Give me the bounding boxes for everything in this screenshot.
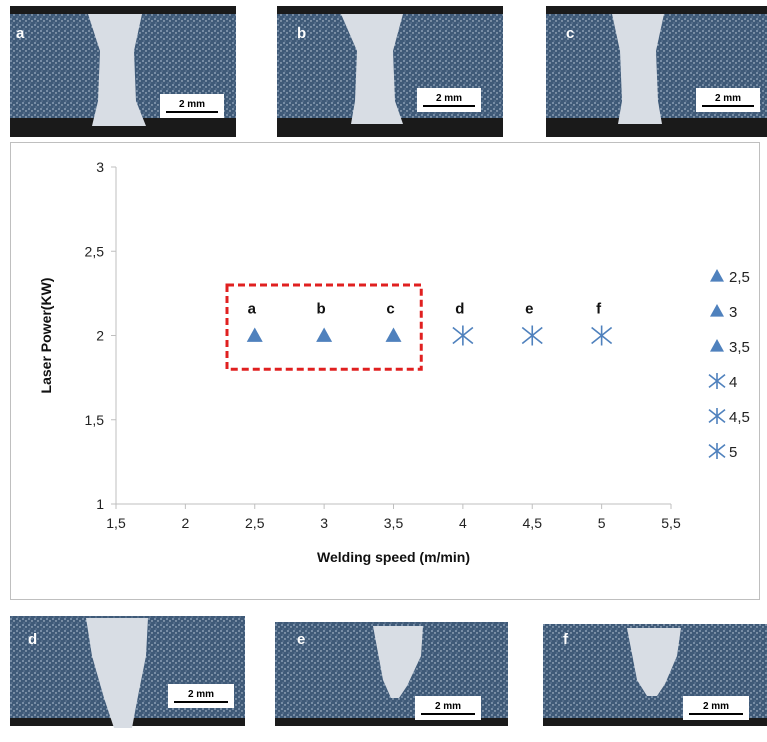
data-point-f — [591, 325, 613, 346]
x-tick-label: 3,5 — [384, 515, 404, 531]
chart-legend: 2,5 3 3,5 4 4,5 5 — [708, 269, 750, 461]
y-tick-label: 1,5 — [85, 412, 105, 428]
scale-bar-label: 2 mm — [435, 701, 461, 712]
legend-marker — [708, 373, 726, 389]
data-point-e — [521, 325, 543, 346]
legend-marker — [708, 443, 726, 459]
data-point-a — [246, 327, 263, 342]
micrograph-c: c 2 mm — [546, 6, 767, 137]
micrograph-f-image: f 2 mm — [543, 606, 767, 735]
legend-entry: 2,5 — [729, 269, 750, 286]
y-tick-label: 2 — [96, 328, 104, 344]
x-tick-label: 3 — [320, 515, 328, 531]
legend-marker — [710, 339, 724, 352]
micrograph-f: f 2 mm — [543, 606, 767, 735]
micrograph-label: f — [563, 631, 569, 648]
micrograph-d-image: d 2 mm — [10, 606, 245, 735]
y-axis-label: Laser Power(KW) — [38, 278, 54, 394]
y-tick-label: 1 — [96, 496, 104, 512]
x-tick-label: 5 — [598, 515, 606, 531]
scale-bar-label: 2 mm — [703, 701, 729, 712]
point-label-f: f — [596, 301, 602, 318]
legend-entry: 3 — [729, 304, 737, 321]
x-tick-label: 2 — [181, 515, 189, 531]
legend-entry: 5 — [729, 444, 737, 461]
x-tick-label: 4 — [459, 515, 467, 531]
x-tick-label: 1,5 — [106, 515, 126, 531]
x-axis-label: Welding speed (m/min) — [317, 549, 470, 565]
x-tick-label: 2,5 — [245, 515, 265, 531]
micrograph-b: b 2 mm — [277, 6, 503, 137]
micrograph-e-image: e 2 mm — [275, 606, 508, 735]
y-tick-label: 2,5 — [85, 243, 105, 259]
micrograph-b-image: b 2 mm — [277, 6, 503, 137]
point-label-e: e — [525, 301, 533, 318]
data-point-d — [452, 325, 474, 346]
point-label-c: c — [386, 301, 394, 318]
scale-bar-label: 2 mm — [188, 689, 214, 700]
micrograph-label: a — [16, 25, 25, 42]
point-label-a: a — [248, 301, 257, 318]
micrograph-label: b — [297, 25, 306, 42]
data-point-c — [385, 327, 402, 342]
chart-ticks: 1,5 2 2,5 3 3,5 4 4,5 5 5,511,522,53 — [85, 159, 681, 531]
micrograph-label: c — [566, 25, 574, 42]
micrograph-label: d — [28, 631, 37, 648]
legend-marker — [708, 408, 726, 424]
micrograph-a: a 2 mm — [10, 6, 236, 137]
data-point-b — [316, 327, 333, 342]
point-label-b: b — [317, 301, 326, 318]
micrograph-c-image: c 2 mm — [546, 6, 767, 137]
legend-marker — [710, 269, 724, 282]
legend-entry: 3,5 — [729, 339, 750, 356]
micrograph-label: e — [297, 631, 305, 648]
highlight-box — [225, 283, 423, 371]
x-tick-label: 5,5 — [661, 515, 681, 531]
point-label-d: d — [455, 301, 464, 318]
legend-marker — [710, 304, 724, 317]
legend-entry: 4,5 — [729, 409, 750, 426]
micrograph-a-image: a 2 mm — [10, 6, 236, 137]
scale-bar-label: 2 mm — [436, 93, 462, 104]
x-tick-label: 4,5 — [523, 515, 543, 531]
y-tick-label: 3 — [96, 159, 104, 175]
micrograph-d: d 2 mm — [10, 606, 245, 735]
legend-entry: 4 — [729, 374, 737, 391]
scale-bar-label: 2 mm — [715, 93, 741, 104]
chart-marks: a b c d e f — [246, 301, 613, 346]
scale-bar-label: 2 mm — [179, 99, 205, 110]
micrograph-e: e 2 mm — [275, 606, 508, 735]
